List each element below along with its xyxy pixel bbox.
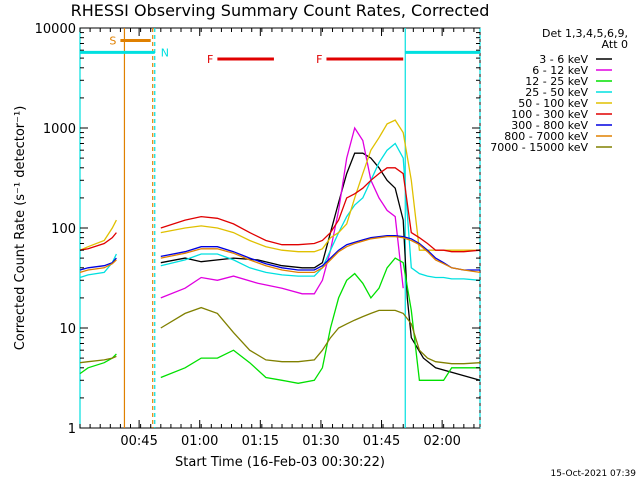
y-tick-label-1: 10 <box>59 322 76 337</box>
series-lines <box>79 119 481 384</box>
legend-label-2: 12 - 25 keV <box>525 75 588 88</box>
series-line-8-0 <box>79 355 117 364</box>
x-axis-label: Start Time (16-Feb-03 00:30:22) <box>175 455 385 470</box>
series-line-6-1 <box>160 234 480 271</box>
x-tick-label-0: 00:45 <box>120 434 157 449</box>
series-line-7-1 <box>160 235 481 274</box>
x-axis-ticks: 00:45 01:00 01:15 01:30 01:45 02:00 <box>79 28 475 449</box>
legend-label-0: 3 - 6 keV <box>539 53 588 66</box>
chart-title: RHESSI Observing Summary Count Rates, Co… <box>71 1 490 20</box>
series-line-3-1 <box>160 142 481 281</box>
x-tick-label-4: 01:45 <box>363 434 400 449</box>
flag-label-1: N <box>161 46 169 59</box>
legend-label-4: 50 - 100 keV <box>518 97 588 110</box>
y-tick-label-0: 1 <box>68 422 76 437</box>
series-line-5-1 <box>160 167 481 253</box>
y-axis-ticks: 1 10 100 1000 10000 <box>35 22 480 437</box>
series-line-2-0 <box>79 353 117 375</box>
legend-header-0: Det 1,3,4,5,6,9, <box>542 27 628 40</box>
vertical-markers <box>79 28 481 428</box>
x-tick-label-3: 01:30 <box>302 434 339 449</box>
flag-label-3: F <box>207 53 213 66</box>
flag-label-4: F <box>316 53 322 66</box>
series-line-2-1 <box>160 257 480 384</box>
series-line-5-0 <box>79 232 117 251</box>
series-line-6-0 <box>79 257 117 271</box>
series-line-1-0 <box>160 126 404 299</box>
flag-label-0: S <box>109 34 116 47</box>
y-axis-label: Corrected Count Rate (s⁻¹ detector⁻¹) <box>13 106 28 351</box>
series-line-4-1 <box>160 119 480 253</box>
series-line-3-0 <box>79 253 117 279</box>
series-line-4-0 <box>79 219 117 251</box>
legend-header-1: Att 0 <box>602 38 628 51</box>
x-tick-label-5: 02:00 <box>423 434 460 449</box>
legend-label-7: 800 - 7000 keV <box>504 130 588 143</box>
y-tick-label-4: 10000 <box>35 22 76 37</box>
y-tick-label-2: 100 <box>51 222 76 237</box>
plot-frame <box>79 27 481 429</box>
legend-label-6: 300 - 800 keV <box>511 119 588 132</box>
legend-label-1: 6 - 12 keV <box>532 64 588 77</box>
legend-label-5: 100 - 300 keV <box>511 108 588 121</box>
y-tick-label-3: 1000 <box>43 122 76 137</box>
legend-label-3: 25 - 50 keV <box>525 86 588 99</box>
x-tick-label-1: 01:00 <box>181 434 218 449</box>
observing-flags: S N F F <box>80 34 480 66</box>
timestamp: 15-Oct-2021 07:39 <box>551 469 637 479</box>
series-line-7-0 <box>79 259 117 274</box>
series-line-8-1 <box>160 306 481 365</box>
x-tick-label-2: 01:15 <box>242 434 279 449</box>
legend-label-8: 7000 - 15000 keV <box>490 141 588 154</box>
